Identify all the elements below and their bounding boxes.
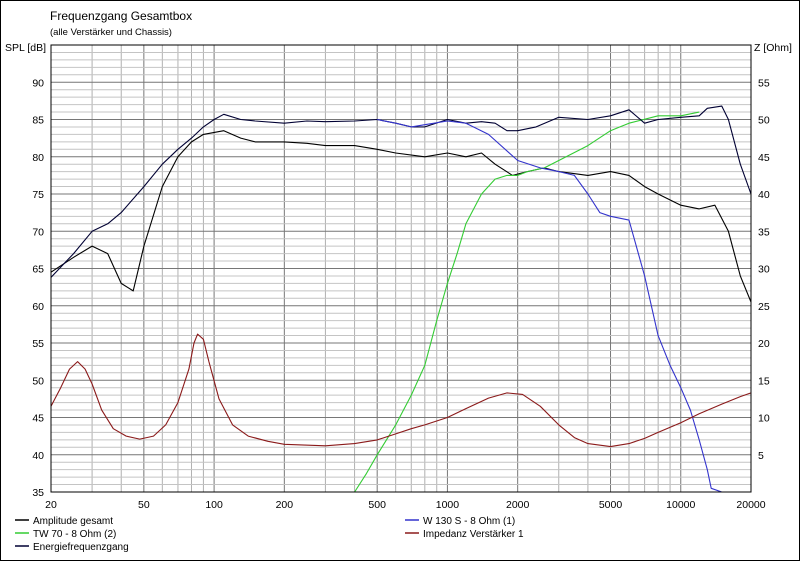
y-tick-label: 75	[32, 189, 44, 201]
y-tick-label: 85	[32, 115, 44, 127]
y-axis-label: SPL [dB]	[5, 42, 46, 54]
y2-axis-label: Z [Ohm]	[754, 42, 792, 54]
x-tick-label: 50	[138, 499, 150, 511]
x-tick-label: 500	[368, 499, 386, 511]
x-tick-label: 20	[45, 499, 57, 511]
series-line-4	[377, 118, 751, 493]
series-line-1	[50, 130, 752, 303]
x-tick-label: 20000	[736, 499, 765, 511]
grid	[50, 44, 752, 493]
chart-title: Frequenzgang Gesamtbox	[50, 9, 192, 23]
series-line-3	[50, 105, 752, 278]
legend-label: W 130 S - 8 Ohm (1)	[423, 516, 515, 527]
legend: Amplitude gesamt TW 70 - 8 Ohm (2) Energie…	[15, 516, 524, 553]
y2-tick-label: 40	[758, 189, 770, 201]
y-tick-label: 35	[32, 487, 44, 499]
y-tick-label: 65	[32, 264, 44, 276]
y-tick-label: 90	[32, 77, 44, 89]
y-tick-label: 45	[32, 413, 44, 425]
x-tick-label: 5000	[599, 499, 623, 511]
chart-subtitle: (alle Verstärker und Chassis)	[50, 27, 172, 38]
y2-tick-label: 5	[758, 450, 764, 462]
y2-tick-label: 20	[758, 338, 770, 350]
legend-label: Energiefrequenzgang	[33, 542, 129, 553]
legend-label: Impedanz Verstärker 1	[423, 529, 524, 540]
y2-tick-label: 30	[758, 264, 770, 276]
x-tick-label: 200	[276, 499, 294, 511]
y2-tick-label: 25	[758, 301, 770, 313]
y2-tick-label: 15	[758, 375, 770, 387]
y2-tick-label: 35	[758, 226, 770, 238]
y2-tick-label: 50	[758, 115, 770, 127]
y2-tick-label: 55	[758, 77, 770, 89]
series-line-5	[50, 333, 752, 448]
y-tick-label: 50	[32, 375, 44, 387]
x-tick-label: 100	[205, 499, 223, 511]
x-tick-label: 2000	[506, 499, 530, 511]
y-tick-label: 60	[32, 301, 44, 313]
y-tick-label: 55	[32, 338, 44, 350]
y2-tick-label: 45	[758, 152, 770, 164]
data-series	[50, 105, 752, 493]
legend-label: TW 70 - 8 Ohm (2)	[33, 529, 116, 540]
y-tick-label: 80	[32, 152, 44, 164]
y-tick-label: 70	[32, 226, 44, 238]
x-tick-label: 10000	[666, 499, 695, 511]
series-line-2	[51, 111, 700, 493]
legend-label: Amplitude gesamt	[33, 516, 113, 527]
y2-tick-label: 10	[758, 413, 770, 425]
tick-labels: 20 50 100 200 500 1000 2000 5000 10000 20000 35 40 4…	[32, 77, 770, 511]
plot-border	[50, 44, 752, 493]
x-tick-label: 1000	[436, 499, 460, 511]
y-tick-label: 40	[32, 450, 44, 462]
